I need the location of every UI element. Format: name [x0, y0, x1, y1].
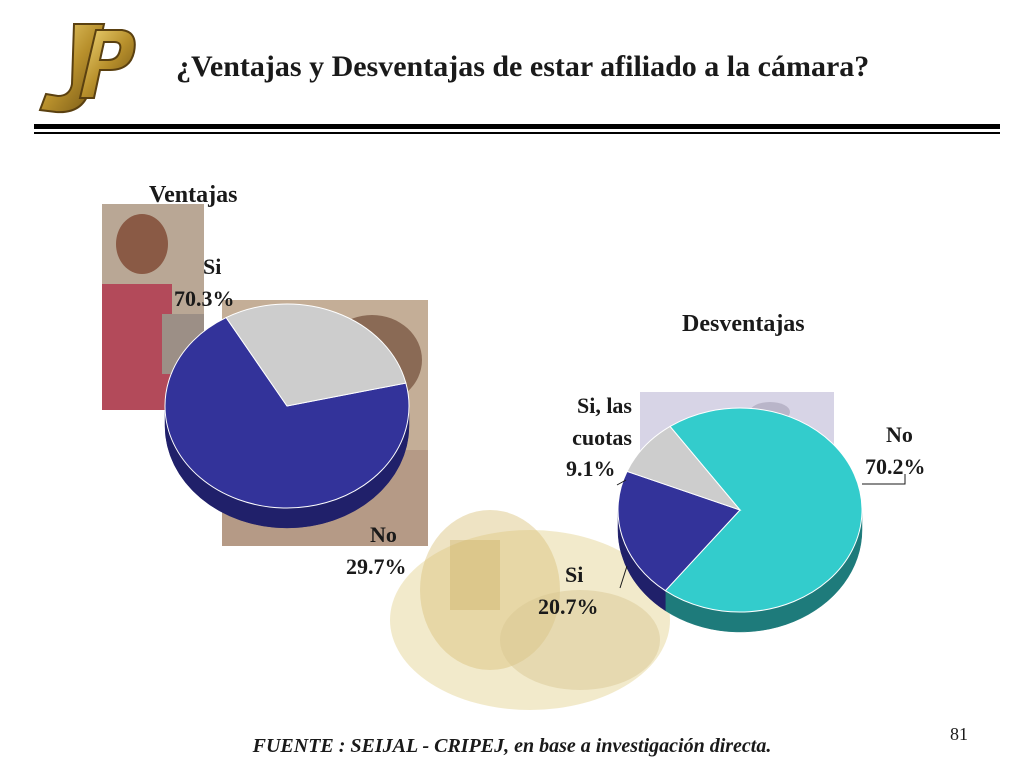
pie-1-leader-0 — [862, 474, 906, 485]
background-watermark-image — [390, 510, 670, 710]
pie-1-slice-0 — [664, 407, 863, 613]
chart-title-desventajas: Desventajas — [682, 311, 805, 337]
slice-value-cuotas: 9.1% — [566, 456, 616, 481]
slice-label-si: Si — [203, 254, 222, 279]
pie-1-slice-2 — [626, 425, 742, 512]
slice-label-cuotas: Si, las cuotas — [572, 393, 632, 450]
background-photo-girl — [102, 204, 204, 410]
slice-label-no-2: No — [886, 422, 913, 447]
slice-label-no: No — [370, 522, 397, 547]
pie-1-slice-1 — [617, 470, 741, 592]
chart-title-ventajas: Ventajas — [149, 182, 238, 208]
page-number: 81 — [950, 724, 968, 744]
slice-value-no: 29.7% — [346, 554, 407, 579]
slice-value-no-2: 70.2% — [865, 454, 926, 479]
jp-logo — [38, 23, 136, 114]
pie-1-leader-2 — [616, 479, 627, 486]
slide-title: ¿Ventajas y Desventajas de estar afiliad… — [176, 50, 870, 83]
title-divider-thick — [34, 124, 1000, 129]
slice-value-si-2: 20.7% — [538, 594, 599, 619]
pie-0-slice-0 — [164, 316, 410, 509]
slice-value-si: 70.3% — [174, 286, 235, 311]
source-note: FUENTE : SEIJAL - CRIPEJ, en base a inve… — [252, 735, 772, 757]
pie-0-slice-1 — [225, 303, 407, 407]
title-divider-thin — [34, 132, 1000, 134]
slice-label-si-2: Si — [565, 562, 584, 587]
pie-1-leader-1 — [619, 565, 628, 589]
